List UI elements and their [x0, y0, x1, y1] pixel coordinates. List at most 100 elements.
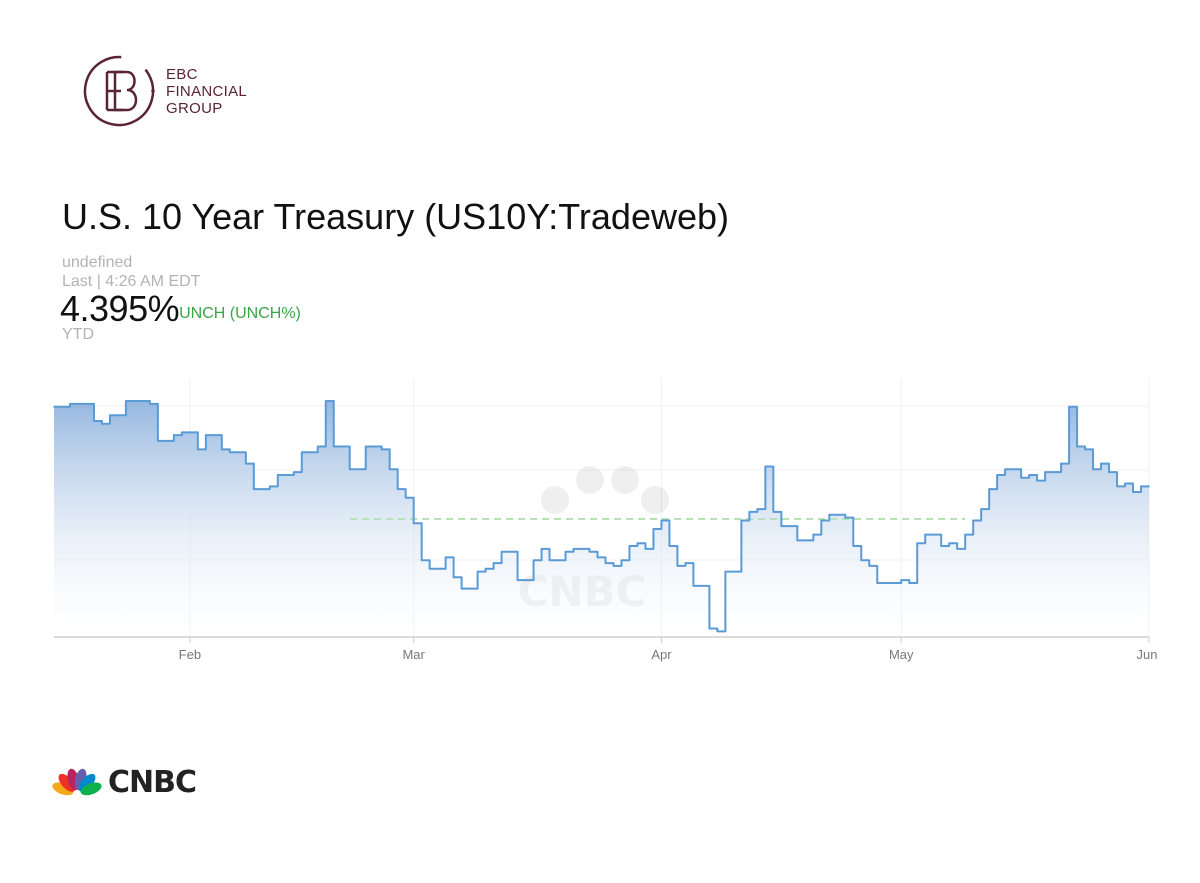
data-point	[892, 582, 895, 584]
data-point	[660, 519, 663, 522]
data-point	[1052, 471, 1054, 473]
data-point	[149, 403, 151, 405]
data-point	[253, 488, 255, 490]
data-point	[101, 422, 103, 425]
data-point	[476, 570, 479, 573]
data-point	[980, 508, 982, 510]
data-point	[197, 448, 199, 451]
data-point	[956, 548, 958, 550]
data-point	[700, 585, 703, 587]
ebc-monogram-icon	[83, 55, 155, 127]
data-points	[53, 400, 1150, 633]
data-point	[876, 582, 879, 584]
brand-name-line1: EBC	[166, 65, 198, 83]
cnbc-logo: CNBC	[52, 765, 197, 800]
data-point	[1068, 405, 1070, 408]
data-point	[756, 508, 759, 510]
data-point	[972, 519, 974, 522]
data-point	[636, 542, 639, 544]
data-point	[221, 448, 223, 451]
data-point	[53, 405, 55, 408]
data-point	[628, 545, 631, 547]
data-point	[948, 542, 950, 544]
data-point	[836, 513, 839, 516]
last-update-label: Last | 4:26 AM EDT	[62, 273, 201, 290]
data-point	[1020, 477, 1022, 479]
data-point	[125, 400, 127, 402]
data-point	[1084, 448, 1086, 451]
data-point	[1108, 471, 1110, 473]
data-point	[380, 448, 383, 451]
quote-change: UNCH (UNCH%)	[179, 305, 301, 322]
data-point	[356, 468, 359, 471]
data-point	[468, 587, 471, 590]
data-point	[404, 496, 407, 499]
data-point	[508, 550, 511, 553]
series-area	[54, 401, 1149, 637]
data-point	[572, 548, 575, 550]
data-point	[141, 400, 143, 402]
data-point	[764, 465, 767, 468]
data-point	[708, 627, 711, 630]
data-point	[372, 445, 375, 448]
brand-name: EBC FINANCIAL GROUP	[166, 66, 247, 117]
data-point	[964, 533, 966, 536]
data-point	[620, 559, 623, 562]
ebc-brand-logo: EBC FINANCIAL GROUP	[82, 50, 247, 132]
data-point	[324, 400, 327, 402]
data-point	[820, 519, 823, 522]
data-point	[580, 548, 583, 550]
peacock-icon	[52, 768, 102, 796]
data-point	[85, 403, 87, 405]
data-point	[748, 511, 751, 513]
data-point	[181, 431, 183, 434]
x-tick-label: Feb	[179, 647, 201, 662]
data-point	[284, 474, 287, 476]
data-point	[1092, 468, 1094, 471]
peacock-feather	[80, 782, 102, 796]
data-point	[812, 533, 815, 536]
data-point	[229, 451, 231, 454]
brand-name-line3: GROUP	[166, 99, 223, 117]
data-point	[988, 488, 990, 490]
data-point	[316, 445, 319, 448]
x-tick-label: Apr	[651, 647, 672, 662]
data-point	[492, 562, 495, 564]
data-point	[780, 525, 783, 527]
data-point	[165, 440, 167, 442]
data-point	[540, 548, 543, 550]
data-point	[444, 556, 447, 559]
data-point	[516, 579, 519, 581]
data-point	[460, 587, 463, 590]
data-point	[772, 511, 775, 513]
data-point	[452, 576, 455, 579]
data-point	[237, 451, 239, 454]
x-tick-label: Mar	[402, 647, 425, 662]
x-axis-ticks: Feb Mar Apr May Jun	[179, 637, 1158, 662]
peacock-feather	[78, 773, 96, 792]
data-point	[117, 414, 119, 417]
data-point	[396, 488, 399, 490]
data-point	[1012, 468, 1014, 471]
data-point	[69, 403, 71, 405]
data-point	[524, 579, 527, 581]
data-point	[245, 462, 247, 465]
cnbc-logo-text: CNBC	[108, 765, 196, 800]
data-point	[564, 550, 567, 553]
data-point	[596, 556, 599, 559]
data-point	[173, 434, 175, 436]
data-point	[1100, 462, 1102, 465]
data-point	[860, 559, 863, 562]
data-point	[604, 562, 607, 564]
x-tick-label: Jun	[1137, 647, 1158, 662]
data-point	[1132, 491, 1134, 493]
data-point	[332, 445, 335, 448]
data-point	[93, 420, 95, 422]
data-point	[388, 468, 391, 471]
data-point	[644, 548, 647, 550]
data-point	[828, 513, 831, 516]
data-point	[1028, 474, 1030, 476]
quote-value: 4.395%	[60, 288, 180, 329]
data-point	[109, 414, 111, 417]
data-point	[804, 539, 807, 542]
